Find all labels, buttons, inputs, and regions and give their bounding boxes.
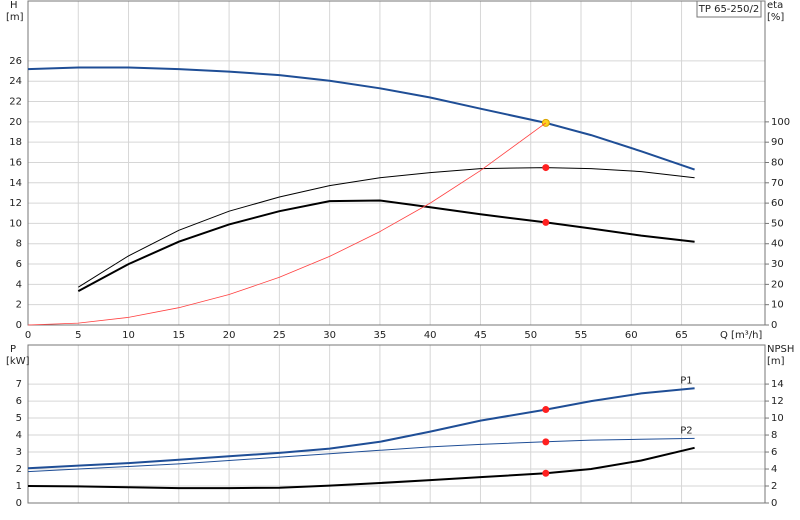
x-tick-label: 10 [122,330,135,341]
y-tick-label: 5 [16,413,22,424]
duty-point [542,438,550,446]
y2-tick-label: 20 [771,279,784,290]
x-tick-label: 40 [424,330,437,341]
y2-tick-label: 14 [771,379,784,390]
x-tick-label: 65 [675,330,688,341]
x-tick-label: 55 [575,330,588,341]
y2-tick-label: 100 [771,117,790,128]
x-tick-label: 25 [273,330,286,341]
y-tick-label: 2 [16,464,22,475]
series-label: P2 [680,425,692,436]
y-tick-label: 0 [16,498,22,509]
curve [27,437,695,473]
y-tick-label: 24 [9,76,22,87]
duty-point [542,406,550,414]
plot-frame [27,344,766,504]
duty-point [542,469,550,477]
series-label: P1 [680,375,692,386]
y2-axis-unit: [%] [767,12,784,23]
y-tick-label: 26 [9,56,22,67]
y-tick-label: 0 [16,320,22,331]
curve [27,446,695,490]
x-axis-label: Q [m³/h] [720,330,762,341]
y2-tick-label: 2 [771,481,777,492]
duty-point [542,218,550,226]
y-tick-label: 16 [9,157,22,168]
curve [77,199,695,292]
y2-axis-unit: [m] [767,356,785,367]
duty-point [542,164,550,172]
y-tick-label: 8 [16,239,22,250]
x-tick-label: 60 [625,330,638,341]
y2-tick-label: 10 [771,413,784,424]
y2-tick-label: 6 [771,447,777,458]
y-tick-label: 12 [9,198,22,209]
chart-title: TP 65-250/2 [698,4,759,15]
plot-frame [27,0,766,326]
curve [27,66,695,171]
y-axis-unit: [kW] [6,356,30,367]
y-axis-unit: [m] [6,12,24,23]
plot-area [28,1,765,325]
y-tick-label: 10 [9,218,22,229]
y-tick-label: 4 [16,430,22,441]
x-tick-label: 0 [25,330,31,341]
y2-tick-label: 70 [771,178,784,189]
y2-tick-label: 80 [771,157,784,168]
x-tick-label: 35 [374,330,387,341]
y2-tick-label: 8 [771,430,777,441]
y2-tick-label: 60 [771,198,784,209]
y-axis-label: P [10,344,16,355]
x-tick-label: 30 [323,330,336,341]
duty-point [541,118,550,127]
y2-tick-label: 90 [771,137,784,148]
y2-tick-label: 0 [771,498,777,509]
x-tick-label: 45 [474,330,487,341]
y-tick-label: 18 [9,137,22,148]
curve [27,122,547,326]
x-tick-label: 20 [223,330,236,341]
x-tick-label: 15 [172,330,185,341]
y-tick-label: 22 [9,97,22,108]
y2-axis-label: eta [767,0,783,11]
y-tick-label: 6 [16,259,22,270]
y2-tick-label: 10 [771,300,784,311]
y2-tick-label: 30 [771,259,784,270]
y-tick-label: 2 [16,300,22,311]
y2-tick-label: 50 [771,218,784,229]
y2-tick-label: 12 [771,396,784,407]
curve [27,387,695,470]
y-tick-label: 1 [16,481,22,492]
y-tick-label: 4 [16,279,22,290]
y-tick-label: 14 [9,178,22,189]
y-tick-label: 6 [16,396,22,407]
y-axis-label: H [10,0,18,11]
plot-area [28,345,765,503]
x-tick-label: 5 [75,330,81,341]
y2-axis-label: NPSH [767,344,794,355]
title-box [696,0,762,18]
y2-tick-label: 4 [771,464,777,475]
y-tick-label: 3 [16,447,22,458]
y-tick-label: 7 [16,379,22,390]
curve [78,167,695,288]
y-tick-label: 20 [9,117,22,128]
x-tick-label: 50 [524,330,537,341]
y2-tick-label: 40 [771,239,784,250]
y2-tick-label: 0 [771,320,777,331]
